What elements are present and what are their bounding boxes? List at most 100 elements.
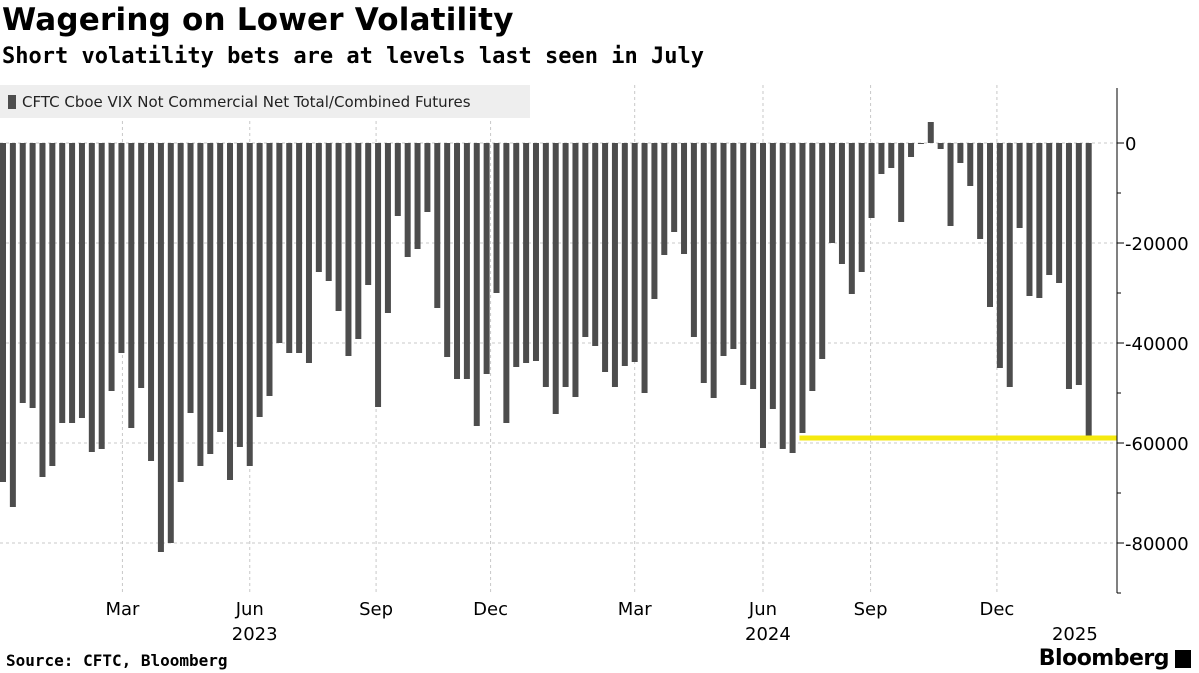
bar [246, 143, 253, 466]
bar [592, 143, 599, 346]
bar [108, 143, 115, 391]
bar [138, 143, 145, 388]
y-tick-label: -20000 [1125, 234, 1189, 255]
bar [631, 143, 638, 362]
bar [789, 143, 796, 453]
bar [641, 143, 648, 393]
bar [493, 143, 500, 293]
y-tick-label: -80000 [1125, 534, 1189, 555]
y-tick-label: -40000 [1125, 334, 1189, 355]
bar [473, 143, 480, 426]
bar [661, 143, 668, 255]
bloomberg-logo-icon [1175, 650, 1191, 668]
chart-title: Wagering on Lower Volatility [2, 2, 514, 38]
bar [759, 143, 766, 448]
bar [69, 143, 76, 423]
bar [621, 143, 628, 366]
x-tick-label: Dec [979, 599, 1014, 620]
bar [977, 143, 984, 239]
bar [128, 143, 135, 428]
bar [414, 143, 421, 249]
bar [1036, 143, 1043, 298]
bar [315, 143, 322, 272]
bar [710, 143, 717, 398]
bar [29, 143, 36, 408]
bar [819, 143, 826, 359]
x-year-label: 2023 [232, 624, 278, 645]
bar [276, 143, 283, 343]
x-tick-label: Sep [359, 599, 393, 620]
bar [582, 143, 589, 337]
bar [1016, 143, 1023, 228]
chart-subtitle: Short volatility bets are at levels last… [2, 44, 704, 69]
x-tick-label: Jun [748, 599, 777, 620]
bar [424, 143, 431, 212]
legend: CFTC Cboe VIX Not Commercial Net Total/C… [0, 85, 530, 118]
bar [611, 143, 618, 387]
bar [937, 143, 944, 149]
bar [197, 143, 204, 466]
bar [19, 143, 26, 403]
x-tick-label: Sep [854, 599, 888, 620]
bar [700, 143, 707, 383]
bar [266, 143, 273, 396]
bar [59, 143, 66, 423]
bar [236, 143, 243, 447]
bar [1046, 143, 1053, 275]
bar [49, 143, 56, 466]
bar [829, 143, 836, 243]
bar [375, 143, 382, 407]
bar [1006, 143, 1013, 387]
bar [651, 143, 658, 299]
bar [177, 143, 184, 482]
bar [88, 143, 95, 452]
bar [9, 143, 16, 507]
bar [1075, 143, 1082, 385]
bar [532, 143, 539, 361]
bar [740, 143, 747, 385]
bar [483, 143, 490, 374]
y-tick-label: 0 [1125, 134, 1136, 155]
bar [286, 143, 293, 353]
x-tick-label: Jun [235, 599, 264, 620]
legend-swatch [8, 94, 16, 109]
bar [227, 143, 234, 480]
bar [335, 143, 342, 311]
bar [888, 143, 895, 168]
bloomberg-logo: Bloomberg [1038, 646, 1170, 671]
bar [523, 143, 530, 363]
bar [345, 143, 352, 356]
bar [503, 143, 510, 423]
bar [602, 143, 609, 372]
bar [157, 143, 164, 552]
bar [750, 143, 757, 389]
bar [858, 143, 865, 272]
bar [434, 143, 441, 308]
bar [404, 143, 411, 257]
bar [868, 143, 875, 218]
bar [720, 143, 727, 356]
bar [0, 143, 6, 482]
x-tick-label: Dec [473, 599, 508, 620]
axes: 0 -20000 -40000 -60000 -80000 Mar Jun Sep Dec Mar… [105, 88, 1189, 645]
bar [256, 143, 263, 417]
bar [671, 143, 678, 232]
bar [917, 143, 924, 144]
bar [572, 143, 579, 397]
bar [848, 143, 855, 294]
bar [463, 143, 470, 379]
bar [1065, 143, 1072, 389]
x-year-label: 2024 [745, 624, 791, 645]
bar [365, 143, 372, 285]
bar [838, 143, 845, 264]
bar [305, 143, 312, 363]
x-tick-label: Mar [618, 599, 653, 620]
bar [187, 143, 194, 413]
bar [779, 143, 786, 449]
bar [355, 143, 362, 339]
bar [799, 143, 806, 433]
bar [957, 143, 964, 163]
bar [927, 122, 934, 143]
bar [384, 143, 391, 313]
